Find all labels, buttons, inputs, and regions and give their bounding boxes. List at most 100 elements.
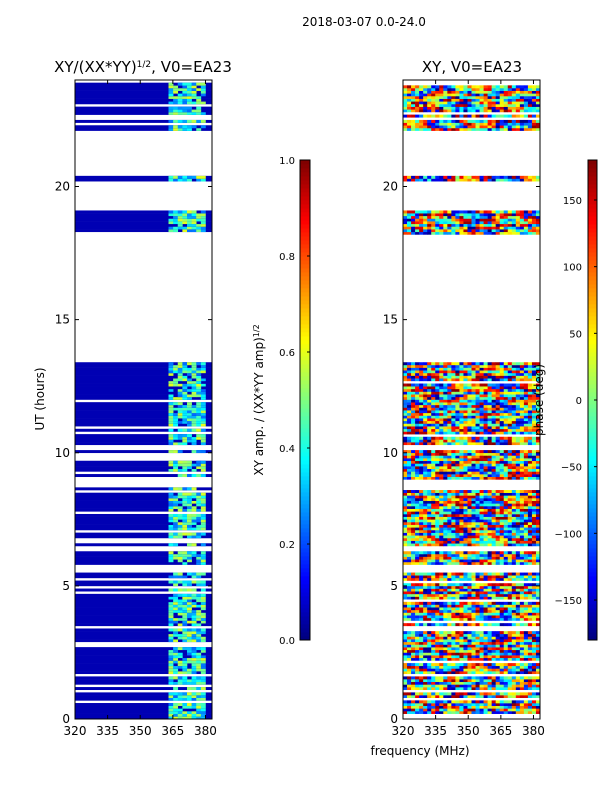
phase-cell xyxy=(527,561,533,565)
phase-cell xyxy=(439,378,444,382)
phase-cell xyxy=(535,383,541,387)
phase-cell xyxy=(407,527,412,531)
amplitude-row xyxy=(75,711,212,714)
phase-cell xyxy=(487,711,492,714)
phase-cell xyxy=(463,513,468,517)
phase-cell xyxy=(535,681,541,685)
colorbar-swatch xyxy=(300,180,310,185)
phase-cell xyxy=(423,700,428,704)
amplitude-cell xyxy=(177,516,183,520)
phase-cell xyxy=(431,679,436,683)
amplitude-cell xyxy=(168,388,174,392)
phase-cell xyxy=(491,671,496,675)
phase-cell xyxy=(531,532,537,536)
phase-cell xyxy=(439,418,444,422)
phase-cell xyxy=(403,423,408,427)
amplitude-cell xyxy=(177,223,183,227)
phase-cell xyxy=(439,575,444,579)
amplitude-cell xyxy=(177,127,183,131)
phase-cell xyxy=(463,668,468,672)
phase-cell xyxy=(443,559,448,563)
phase-cell xyxy=(423,231,428,235)
panel1-heatmap xyxy=(75,82,212,720)
phase-cell xyxy=(511,500,517,504)
phase-cell xyxy=(435,458,440,462)
phase-cell xyxy=(523,668,529,672)
phase-cell xyxy=(463,665,468,669)
amplitude-cell xyxy=(182,111,188,115)
phase-cell xyxy=(439,474,444,478)
phase-cell xyxy=(531,370,537,374)
phase-cell xyxy=(419,639,424,643)
phase-cell xyxy=(451,591,456,595)
phase-cell xyxy=(415,671,420,675)
phase-cell xyxy=(527,596,533,600)
phase-cell xyxy=(475,684,480,688)
phase-cell xyxy=(515,529,521,533)
phase-cell xyxy=(455,474,460,478)
amplitude-cell xyxy=(182,410,188,414)
phase-cell xyxy=(407,226,412,230)
phase-cell xyxy=(475,418,480,422)
phase-cell xyxy=(455,692,460,696)
phase-cell xyxy=(467,703,472,706)
phase-cell xyxy=(515,402,521,406)
phase-cell xyxy=(511,703,517,706)
amplitude-cell xyxy=(186,657,192,661)
phase-cell xyxy=(443,692,448,696)
amplitude-cell xyxy=(177,404,183,408)
amplitude-cell xyxy=(168,695,174,698)
phase-cell xyxy=(419,652,424,656)
phase-cell xyxy=(503,436,509,440)
phase-cell xyxy=(467,407,472,411)
phase-cell xyxy=(407,588,412,592)
phase-cell xyxy=(507,535,513,539)
phase-cell xyxy=(499,399,505,403)
phase-cell xyxy=(479,556,484,560)
phase-cell xyxy=(515,708,521,712)
phase-cell xyxy=(411,519,416,523)
phase-cell xyxy=(451,431,456,435)
phase-cell xyxy=(527,583,533,587)
panel1-xtick-label: 350 xyxy=(129,724,152,738)
phase-cell xyxy=(491,370,496,374)
phase-cell xyxy=(535,665,541,669)
amplitude-cell xyxy=(191,527,197,531)
phase-cell xyxy=(523,410,529,414)
phase-cell xyxy=(479,612,484,616)
phase-cell xyxy=(471,644,476,648)
phase-cell xyxy=(499,543,505,547)
phase-cell xyxy=(467,474,472,478)
phase-cell xyxy=(495,423,501,427)
phase-cell xyxy=(495,519,501,523)
phase-cell xyxy=(415,631,420,635)
phase-cell xyxy=(451,561,456,565)
phase-cell xyxy=(475,537,480,541)
colorbar-swatch xyxy=(300,552,310,557)
phase-cell xyxy=(519,639,525,643)
phase-cell xyxy=(479,229,484,233)
phase-cell xyxy=(447,641,452,645)
phase-cell xyxy=(427,559,432,563)
amplitude-cell xyxy=(168,524,174,528)
phase-cell xyxy=(463,583,468,587)
phase-cell xyxy=(527,508,533,512)
amplitude-cell xyxy=(200,418,206,422)
phase-cell xyxy=(527,492,533,496)
colorbar-swatch xyxy=(300,272,310,277)
phase-cell xyxy=(483,468,488,472)
amplitude-cell xyxy=(200,468,206,472)
phase-cell xyxy=(491,391,496,395)
phase-cell xyxy=(459,665,464,669)
amplitude-cell xyxy=(173,543,179,547)
colorbar-swatch xyxy=(300,368,310,373)
phase-cell xyxy=(451,636,456,640)
phase-cell xyxy=(535,428,541,432)
phase-cell xyxy=(447,396,452,400)
phase-cell xyxy=(499,649,505,653)
phase-cell xyxy=(467,402,472,406)
phase-cell xyxy=(487,391,492,395)
phase-cell xyxy=(531,687,537,691)
amplitude-cell xyxy=(177,663,183,667)
phase-cell xyxy=(443,519,448,523)
